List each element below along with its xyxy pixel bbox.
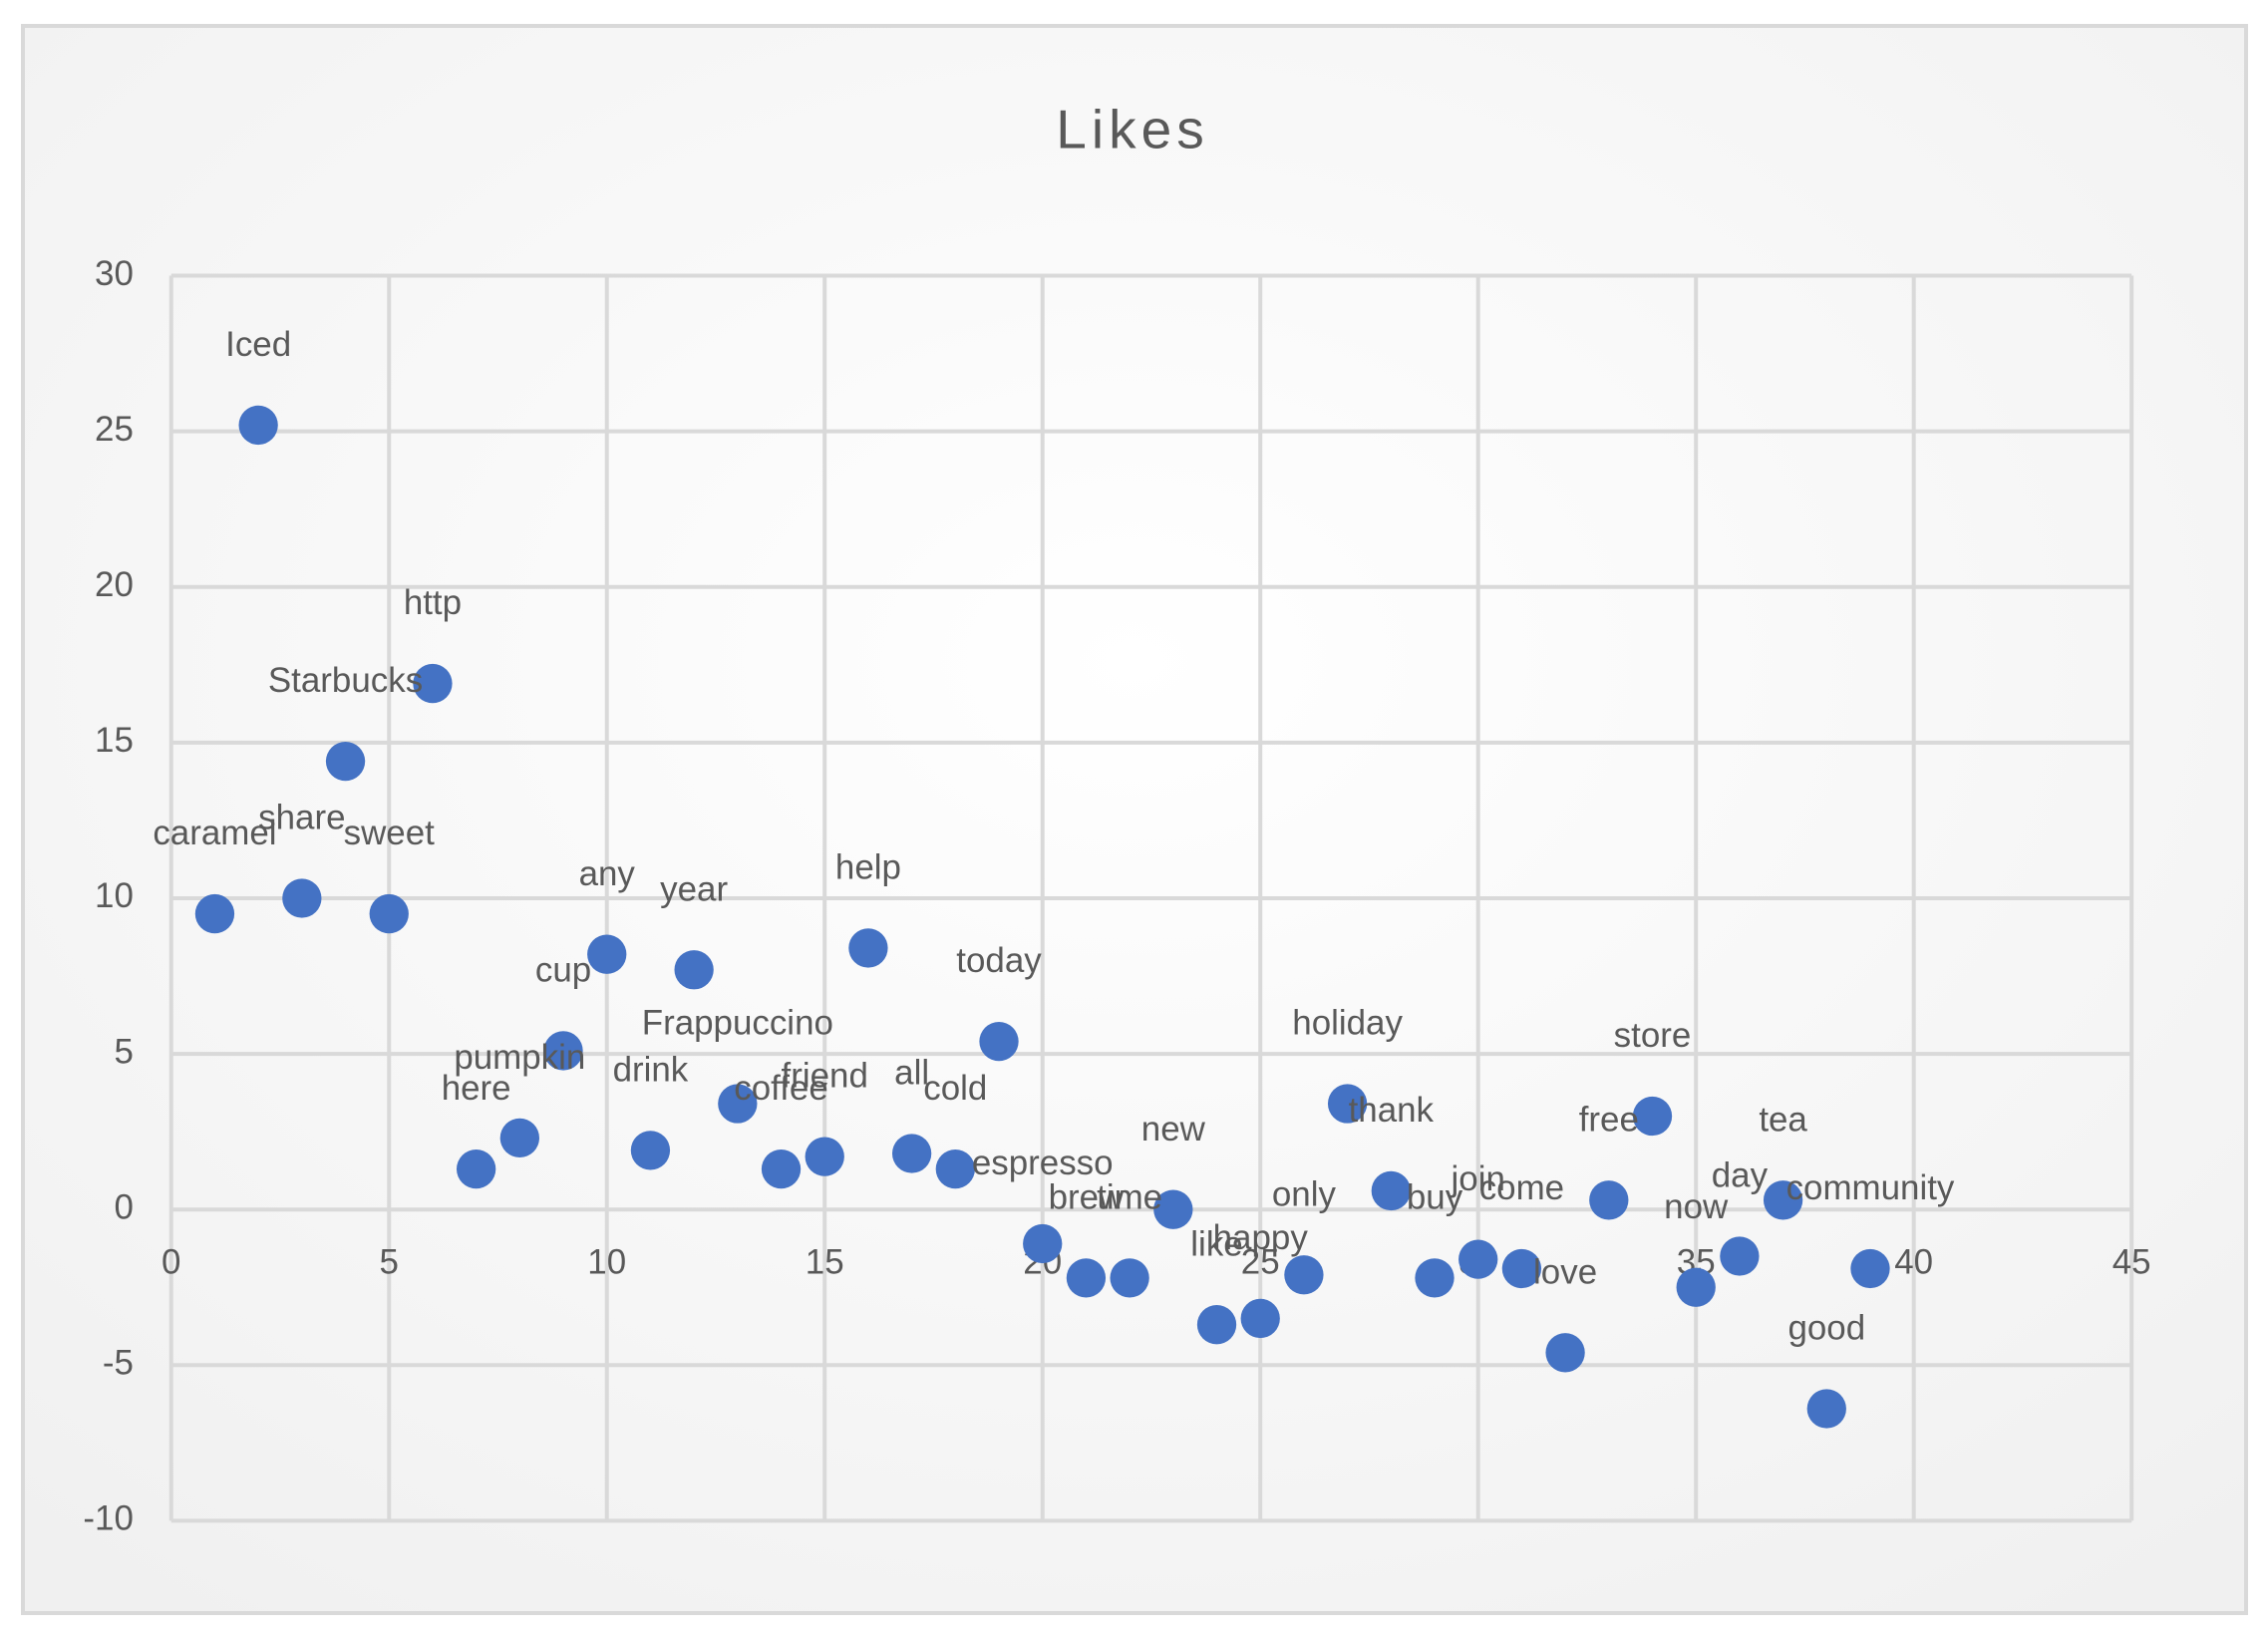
point [979,1021,1019,1062]
point-label: drink [613,1051,689,1090]
point-label: coffee [734,1069,828,1108]
y-tick-label: 10 [95,876,134,915]
point [1720,1236,1760,1276]
point [1110,1258,1149,1298]
chart-frame [21,24,2248,1615]
point [1458,1239,1498,1279]
chart-title: Likes [1056,99,1208,161]
point-label: year [660,869,728,908]
point [1501,1248,1542,1289]
point-label: like [1190,1224,1242,1263]
point [1415,1258,1455,1298]
point-label: caramel [153,814,276,852]
point [282,878,322,918]
point-label: holiday [1292,1004,1403,1043]
point [848,928,888,968]
point [1023,1223,1063,1264]
point [1806,1389,1846,1429]
point-label: buy [1407,1178,1463,1217]
point-label: any [579,854,636,893]
point-label: good [1787,1309,1865,1348]
x-tick-label: 10 [587,1243,626,1282]
point [1371,1170,1411,1211]
point-label: cup [535,951,591,990]
point-label: share [258,799,345,837]
point [456,1149,496,1189]
point [630,1131,671,1170]
point-label: community [1786,1168,1955,1207]
point-label: time [1097,1178,1162,1217]
point-label: free [1579,1100,1639,1139]
point-label: love [1533,1252,1597,1291]
x-tick-label: 5 [380,1243,399,1282]
point-label: thank [1349,1091,1435,1130]
x-tick-label: 45 [2112,1243,2151,1282]
point [761,1149,802,1189]
point [238,405,278,446]
point-label: today [956,941,1042,980]
point-label: only [1272,1174,1337,1213]
point [543,1031,583,1071]
point-label: Iced [225,325,291,364]
point [194,893,235,934]
point [499,1118,539,1158]
point [1066,1258,1107,1298]
y-tick-label: 25 [95,410,134,449]
x-tick-label: 40 [1894,1243,1933,1282]
y-tick-label: 15 [95,721,134,760]
y-tick-label: 20 [95,565,134,604]
point [1676,1267,1716,1307]
point [1153,1189,1193,1229]
point [1284,1255,1324,1295]
point [891,1134,932,1173]
point [1589,1180,1629,1220]
point [674,950,714,990]
point [1545,1333,1585,1373]
point [1850,1248,1890,1289]
point-label: Frappuccino [642,1004,833,1043]
point-label: new [1141,1110,1206,1149]
point [413,663,453,704]
point-label: store [1614,1016,1692,1055]
point-label: come [1479,1168,1564,1207]
point-label: help [835,848,901,887]
point-label: join [1451,1159,1505,1198]
point [325,741,366,782]
point-label: espresso [972,1144,1114,1182]
point [369,893,409,934]
point-label: http [404,583,462,622]
point-label: cold [923,1069,987,1108]
point-label: pumpkin [454,1038,585,1077]
point-label: friend [782,1057,868,1096]
point [1327,1084,1368,1124]
point [587,934,627,974]
point-label: now [1664,1187,1729,1226]
point [1196,1305,1237,1345]
point [718,1084,758,1124]
point [935,1149,975,1189]
y-tick-label: 5 [114,1032,133,1071]
y-tick-label: -5 [103,1344,134,1383]
point [805,1137,844,1176]
x-tick-label: 15 [806,1243,844,1282]
point-label: happy [1213,1218,1309,1257]
point-label: sweet [344,814,436,852]
point-label: here [442,1069,511,1108]
point [1240,1298,1280,1339]
x-tick-label: 0 [162,1243,180,1282]
point [1632,1096,1673,1137]
point-label: brew [1049,1178,1125,1217]
point-label: tea [1759,1100,1807,1139]
point-label: day [1712,1156,1769,1195]
y-tick-label: 0 [114,1187,133,1226]
y-tick-label: -10 [83,1499,133,1538]
y-tick-label: 30 [95,254,134,293]
point [1763,1180,1803,1220]
point-label: all [894,1054,929,1093]
point-label: Starbucks [268,661,423,700]
x-tick-label: 25 [1241,1243,1280,1282]
